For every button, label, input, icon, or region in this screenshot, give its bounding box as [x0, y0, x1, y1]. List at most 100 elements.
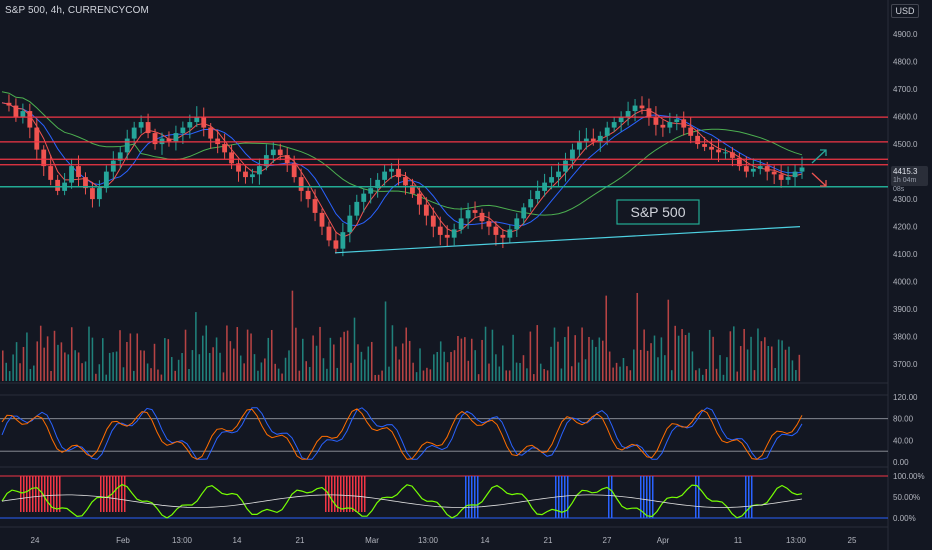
volume-bar: [650, 343, 652, 381]
candle-body: [688, 127, 694, 136]
candle-body: [458, 218, 464, 230]
volume-bar: [36, 341, 39, 381]
volume-bar: [67, 354, 70, 381]
volume-bar: [43, 347, 45, 381]
volume-bar: [322, 358, 325, 381]
volume-bar: [395, 346, 397, 381]
osc-hist-bar: [115, 476, 117, 512]
volume-bar: [295, 327, 297, 381]
osc-hist-bar: [346, 476, 348, 512]
candle-body: [611, 122, 617, 128]
volume-bar: [53, 330, 56, 381]
volume-bar: [502, 345, 504, 381]
volume-bar: [281, 373, 283, 381]
volume-bar: [136, 333, 139, 381]
volume-bar: [698, 368, 701, 381]
candle-body: [570, 149, 575, 161]
price-axis-tick: 4000.0: [893, 278, 918, 287]
volume-bar: [667, 299, 670, 381]
candle-body: [410, 185, 415, 194]
volume-bar: [143, 350, 145, 381]
candle-body: [256, 166, 262, 175]
volume-bar: [177, 359, 180, 381]
stoch-axis-tick: 0.00: [893, 458, 909, 467]
volume-bar: [639, 349, 642, 381]
price-axis-tick: 4800.0: [893, 58, 918, 67]
candle-body: [152, 133, 158, 145]
candle-body: [236, 163, 241, 172]
candle-body: [764, 166, 770, 172]
candle-body: [576, 141, 582, 150]
candle-body: [103, 171, 109, 189]
candle-body: [702, 144, 708, 147]
osc-hist-bar: [649, 476, 651, 518]
osc-signal-line: [1, 483, 803, 519]
osc-hist-bar: [53, 476, 55, 512]
candle-body: [326, 226, 332, 241]
volume-bar: [733, 326, 735, 381]
candle-body: [382, 171, 388, 180]
candle-body: [716, 149, 721, 153]
volume-bar: [791, 360, 794, 381]
candle-body: [479, 212, 485, 222]
volume-bar: [226, 325, 228, 381]
candle-body: [340, 232, 346, 249]
candle-body: [416, 193, 422, 205]
volume-bar: [57, 344, 59, 381]
volume-bar: [119, 330, 121, 381]
volume-bar: [505, 370, 507, 381]
candle-body: [90, 188, 95, 200]
symbol-title[interactable]: S&P 500, 4h, CURRENCYCOM: [5, 5, 149, 16]
volume-bar: [422, 370, 425, 381]
candle-body: [507, 229, 513, 238]
volume-bar: [702, 374, 704, 381]
candle-body: [13, 105, 19, 117]
volume-bar: [33, 365, 35, 381]
price-axis-tick: 4700.0: [893, 85, 918, 94]
volume-bar: [626, 366, 628, 381]
candle-body: [583, 138, 589, 142]
volume-bar: [529, 331, 532, 381]
osc-hist-bar: [103, 476, 105, 512]
volume-bar: [419, 348, 421, 381]
volume-bar: [133, 370, 135, 381]
volume-bar: [464, 337, 466, 381]
volume-bar: [643, 329, 645, 381]
volume-bar: [167, 339, 170, 381]
osc-hist-bar: [652, 476, 654, 518]
candle-body: [771, 171, 777, 175]
candle-body: [709, 146, 714, 150]
stoch-axis-tick: 80.00: [893, 415, 914, 424]
time-axis-tick: 24: [31, 536, 40, 545]
volume-bar: [346, 330, 349, 381]
osc-hist-bar: [331, 476, 333, 512]
last-price-value: 4415.3: [893, 167, 918, 176]
osc-hist-bar: [471, 476, 473, 518]
volume-bar: [546, 370, 549, 381]
currency-badge[interactable]: USD: [891, 4, 919, 18]
osc-hist-bar: [698, 476, 700, 518]
candle-body: [201, 116, 207, 128]
candle-body: [514, 218, 520, 230]
candle-body: [403, 177, 408, 186]
volume-bar: [467, 360, 470, 381]
price-axis-tick: 4500.0: [893, 140, 918, 149]
volume-bar: [781, 340, 783, 381]
volume-bar: [398, 359, 401, 381]
candle-body: [375, 179, 381, 189]
volume-bar: [619, 366, 621, 381]
volume-bar: [433, 354, 435, 381]
volume-bar: [170, 357, 173, 381]
volume-bar: [615, 362, 618, 381]
price-axis-tick: 4200.0: [893, 223, 918, 232]
volume-bar: [233, 348, 235, 381]
volume-bar: [498, 366, 501, 381]
candle-body: [166, 138, 172, 142]
volume-bar: [146, 363, 149, 381]
price-axis-tick: 4600.0: [893, 113, 918, 122]
volume-bar: [767, 346, 770, 381]
candle-body: [69, 166, 74, 183]
annotation-box[interactable]: [616, 199, 700, 225]
